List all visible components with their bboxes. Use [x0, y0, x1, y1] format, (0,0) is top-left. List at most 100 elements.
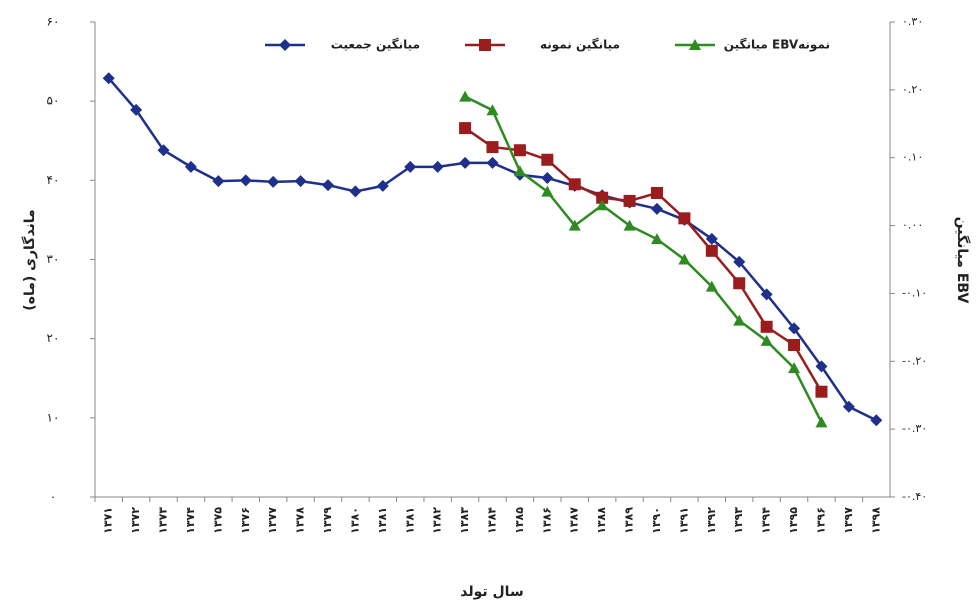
data-point	[678, 253, 691, 265]
x-tick-label: ۱۳۸۵	[513, 507, 526, 534]
y2-tick-label: -۰.۲۰	[902, 354, 927, 367]
x-tick-label: ۱۳۸۱	[403, 507, 416, 534]
legend-label: میانگین EBVنمونه	[724, 38, 830, 53]
x-tick-label: ۱۳۸۸	[595, 507, 608, 534]
data-point	[733, 277, 746, 290]
y-tick-label: ۲۰	[47, 331, 60, 345]
data-point	[513, 165, 526, 177]
data-point	[842, 400, 855, 413]
x-tick-label: ۱۳۹۴	[760, 507, 773, 534]
x-tick-label: ۱۳۹۷	[842, 507, 855, 534]
data-point	[760, 320, 773, 333]
y2-tick-label: -۰.۴۰	[902, 490, 927, 503]
x-tick-label: ۱۳۸۹	[623, 507, 636, 534]
x-tick-label: ۱۳۷۶	[239, 507, 252, 534]
legend-marker	[279, 39, 291, 51]
x-tick-label: ۱۳۷۳	[157, 507, 170, 534]
data-point	[815, 416, 828, 428]
data-point	[376, 179, 389, 192]
x-tick-label: ۱۳۹۰	[650, 507, 663, 534]
x-tick-label: ۱۳۸۶	[540, 507, 553, 534]
data-point	[157, 144, 170, 157]
data-point	[459, 156, 472, 169]
x-axis-title: سال تولد	[460, 584, 523, 600]
series-line	[107, 77, 877, 422]
x-tick-label: ۱۳۹۱	[677, 507, 690, 534]
data-point	[650, 187, 663, 199]
data-point	[239, 174, 252, 187]
data-point	[486, 156, 499, 169]
data-point	[486, 104, 499, 116]
data-point	[568, 178, 581, 191]
x-tick-label: ۱۳۸۰	[348, 507, 361, 534]
data-point	[733, 255, 746, 268]
legend-marker	[479, 39, 491, 51]
y2-tick-label: ۰.۱۰	[902, 151, 923, 164]
x-tick-label: ۱۳۹۸	[869, 507, 882, 534]
data-point	[541, 171, 554, 184]
x-tick-label: ۱۳۷۸	[294, 507, 307, 534]
x-tick-label: ۱۳۹۶	[814, 507, 827, 534]
data-point	[322, 179, 335, 192]
x-tick-label: ۱۳۹۳	[732, 507, 745, 534]
y-tick-label: ۴۰	[47, 173, 60, 187]
data-point	[212, 175, 225, 188]
data-point	[650, 202, 663, 215]
y2-tick-label: ۰.۲۰	[902, 83, 923, 96]
data-point	[678, 212, 691, 225]
x-tick-label: ۱۳۷۵	[211, 507, 224, 534]
y-tick-label: ۰	[50, 490, 56, 504]
data-point	[788, 362, 801, 374]
legend-label: میانگین جمعیت	[331, 38, 420, 52]
y2-tick-label: ۰.۳۰	[902, 15, 923, 28]
data-point	[623, 219, 636, 231]
x-tick-label: ۱۳۷۷	[266, 507, 279, 534]
data-point	[513, 144, 526, 157]
data-point	[815, 360, 828, 373]
data-point	[788, 339, 801, 351]
x-tick-label: ۱۳۸۱	[376, 507, 389, 534]
data-point	[815, 385, 828, 398]
data-point	[459, 90, 472, 102]
data-point	[404, 160, 417, 173]
data-point	[294, 175, 307, 188]
x-tick-label: ۱۳۹۵	[787, 507, 800, 534]
legend-marker	[689, 39, 701, 50]
data-point	[705, 232, 718, 245]
data-point	[650, 233, 663, 245]
data-point	[760, 334, 773, 346]
x-tick-label: ۱۳۸۳	[458, 507, 471, 534]
data-point	[788, 322, 801, 335]
data-point	[760, 288, 773, 301]
y2-tick-label: -۰.۳۰	[902, 422, 927, 435]
y-axis-title: ماندگاری (ماه)	[21, 209, 38, 310]
x-tick-label: ۱۳۸۲	[431, 507, 444, 534]
y2-tick-label: -۰.۱۰	[902, 286, 927, 299]
data-point	[541, 153, 554, 166]
data-point	[184, 160, 197, 173]
data-point	[596, 199, 609, 211]
x-tick-label: ۱۳۷۴	[184, 507, 197, 534]
y-tick-label: ۶۰	[47, 15, 60, 29]
data-point	[541, 185, 554, 197]
data-point	[267, 175, 280, 188]
y2-tick-label: ۰.۰۰	[902, 219, 923, 232]
x-tick-label: ۱۳۷۹	[321, 507, 334, 534]
data-point	[733, 314, 746, 326]
data-point	[705, 280, 718, 292]
data-point	[705, 244, 718, 257]
x-tick-label: ۱۳۸۷	[568, 507, 581, 534]
x-tick-label: ۱۳۷۱	[102, 507, 115, 534]
y-tick-label: ۳۰	[47, 252, 60, 266]
data-point	[623, 194, 636, 207]
data-point	[486, 141, 499, 154]
data-point	[102, 72, 115, 85]
x-tick-label: ۱۳۷۲	[129, 507, 142, 534]
data-point	[431, 160, 444, 173]
data-point	[870, 414, 883, 427]
x-tick-label: ۱۳۸۴	[486, 507, 499, 534]
data-point	[596, 191, 609, 204]
y-tick-label: ۱۰	[47, 410, 60, 424]
x-tick-label: ۱۳۹۲	[705, 507, 718, 534]
